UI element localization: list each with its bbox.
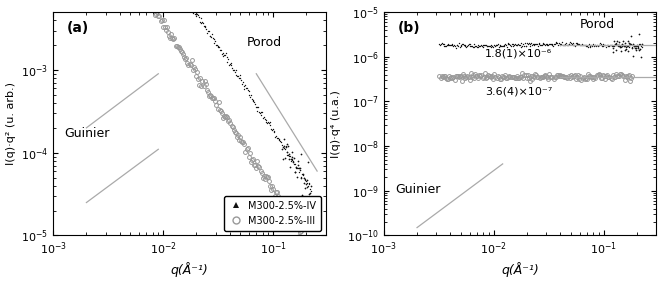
Legend: M300-2.5%-IV, M300-2.5%-III: M300-2.5%-IV, M300-2.5%-III (224, 196, 321, 231)
Text: 3.6(4)×10⁻⁷: 3.6(4)×10⁻⁷ (485, 87, 552, 97)
Text: Porod: Porod (580, 18, 615, 31)
Text: Guinier: Guinier (64, 127, 110, 140)
X-axis label: q(Å⁻¹): q(Å⁻¹) (171, 262, 209, 277)
Y-axis label: I(q)·q⁴ (u.a.): I(q)·q⁴ (u.a.) (332, 90, 342, 158)
X-axis label: q(Å⁻¹): q(Å⁻¹) (501, 262, 539, 277)
Text: Guinier: Guinier (395, 183, 440, 196)
Text: 1.8(1)×10⁻⁶: 1.8(1)×10⁻⁶ (485, 49, 552, 59)
Text: Porod: Porod (247, 36, 282, 49)
Y-axis label: I(q)·q² (u. arb.): I(q)·q² (u. arb.) (5, 82, 15, 165)
Text: (a): (a) (67, 21, 89, 35)
Text: (b): (b) (398, 21, 420, 35)
